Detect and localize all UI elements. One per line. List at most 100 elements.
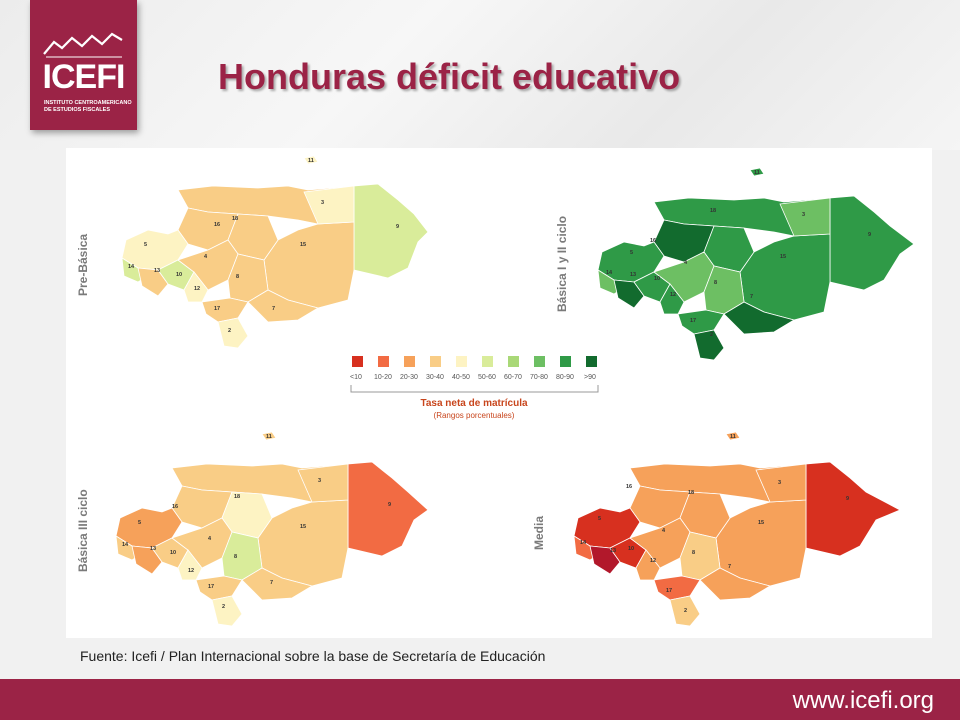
- svg-text:18: 18: [234, 494, 240, 500]
- svg-text:3: 3: [321, 200, 324, 206]
- legend-label: 10-20: [374, 374, 392, 381]
- map-label-media: Media: [532, 515, 546, 550]
- legend-title: Tasa neta de matrícula: [420, 398, 528, 409]
- svg-text:10: 10: [628, 546, 634, 552]
- svg-text:9: 9: [388, 502, 391, 508]
- source-note: Fuente: Icefi / Plan Internacional sobre…: [80, 648, 546, 664]
- svg-text:4: 4: [208, 536, 212, 542]
- legend-swatch: [560, 356, 571, 367]
- legend-swatch: [378, 356, 389, 367]
- legend-swatch: [352, 356, 363, 367]
- svg-text:16: 16: [650, 238, 656, 244]
- svg-text:2: 2: [222, 604, 225, 610]
- svg-text:8: 8: [714, 280, 717, 286]
- svg-text:12: 12: [670, 292, 676, 298]
- svg-text:5: 5: [598, 516, 601, 522]
- svg-text:11: 11: [266, 434, 272, 440]
- svg-text:13: 13: [610, 548, 616, 554]
- map-label-pre-basica: Pre-Básica: [76, 233, 90, 296]
- map-pre-basica: 3 9 15 16 18 5 14 13 10 4 12 8 7 17 2 11: [121, 155, 429, 349]
- legend-swatch: [404, 356, 415, 367]
- svg-text:14: 14: [128, 264, 135, 270]
- svg-text:4: 4: [662, 528, 666, 534]
- svg-text:5: 5: [144, 242, 147, 248]
- legend-label: 30-40: [426, 374, 444, 381]
- legend-label: <10: [350, 374, 362, 381]
- svg-text:13: 13: [154, 268, 160, 274]
- page-title: Honduras déficit educativo: [218, 56, 681, 97]
- region-3: [303, 185, 355, 225]
- svg-text:3: 3: [778, 480, 781, 486]
- legend-label: 60-70: [504, 374, 522, 381]
- svg-text:15: 15: [780, 254, 786, 260]
- region-17: [201, 297, 249, 323]
- legend-swatch: [508, 356, 519, 367]
- svg-text:9: 9: [396, 224, 399, 230]
- svg-text:13: 13: [150, 546, 156, 552]
- svg-text:7: 7: [272, 306, 275, 312]
- map-media: 3 9 15 16 18 5 14 13 10 4 12 8 7 17 2 11: [573, 431, 901, 627]
- region-11: [303, 155, 319, 165]
- legend-swatch: [534, 356, 545, 367]
- svg-text:8: 8: [692, 550, 695, 556]
- header-background: [0, 0, 960, 150]
- svg-text:17: 17: [214, 306, 220, 312]
- legend-swatch: [482, 356, 493, 367]
- svg-text:14: 14: [580, 540, 587, 546]
- legend-label: 50-60: [478, 374, 496, 381]
- region-7: [247, 289, 320, 323]
- svg-text:4: 4: [684, 260, 688, 266]
- svg-text:18: 18: [232, 216, 238, 222]
- legend-label: 40-50: [452, 374, 470, 381]
- svg-text:15: 15: [758, 520, 764, 526]
- footer-url[interactable]: www.icefi.org: [792, 687, 934, 714]
- logo-subtitle: INSTITUTO CENTROAMERICANO DE ESTUDIOS FI…: [44, 100, 132, 113]
- svg-text:11: 11: [730, 434, 736, 440]
- svg-text:9: 9: [846, 496, 849, 502]
- svg-text:16: 16: [626, 484, 632, 490]
- svg-text:2: 2: [228, 328, 231, 334]
- svg-text:13: 13: [630, 272, 636, 278]
- svg-text:7: 7: [728, 564, 731, 570]
- svg-text:2: 2: [710, 332, 713, 338]
- map-basica-iii: 3 9 15 16 18 5 14 13 10 4 12 8 7 17 2 11: [115, 431, 429, 627]
- svg-text:5: 5: [630, 250, 633, 256]
- svg-text:15: 15: [300, 524, 306, 530]
- svg-text:4: 4: [204, 254, 208, 260]
- svg-text:2: 2: [684, 608, 687, 614]
- map-label-basica-i-ii: Básica I y II ciclo: [555, 215, 569, 312]
- legend-label: 20-30: [400, 374, 418, 381]
- svg-text:17: 17: [666, 588, 672, 594]
- svg-text:12: 12: [194, 286, 200, 292]
- legend-label: 70-80: [530, 374, 548, 381]
- svg-text:15: 15: [300, 242, 306, 248]
- svg-text:14: 14: [122, 542, 129, 548]
- svg-text:17: 17: [690, 318, 696, 324]
- icefi-logo: ICEFI INSTITUTO CENTROAMERICANO DE ESTUD…: [30, 0, 137, 130]
- svg-text:11: 11: [754, 170, 760, 176]
- region-13: [137, 267, 169, 297]
- svg-text:8: 8: [234, 554, 237, 560]
- svg-text:10: 10: [176, 272, 182, 278]
- svg-text:8: 8: [236, 274, 239, 280]
- legend-label: >90: [584, 374, 596, 381]
- svg-text:10: 10: [170, 550, 176, 556]
- svg-text:18: 18: [688, 490, 694, 496]
- map-basica-i-ii: 3 9 15 16 18 5 14 13 10 4 12 8 7 17 2 11: [597, 167, 915, 361]
- svg-text:5: 5: [138, 520, 141, 526]
- region-12: [183, 271, 209, 303]
- legend-bracket: [350, 385, 599, 393]
- footer-bar: www.icefi.org: [0, 679, 960, 720]
- svg-text:17: 17: [208, 584, 214, 590]
- svg-text:12: 12: [188, 568, 194, 574]
- legend-swatch: [430, 356, 441, 367]
- legend-label: 80-90: [556, 374, 574, 381]
- legend-swatch: [456, 356, 467, 367]
- region-2: [217, 317, 249, 349]
- map-label-basica-iii: Básica III ciclo: [76, 489, 90, 572]
- legend-subtitle: (Rangos porcentuales): [433, 411, 515, 420]
- svg-text:16: 16: [214, 222, 220, 228]
- svg-text:3: 3: [802, 212, 805, 218]
- legend: <10 10-20 20-30 30-40 40-50 50-60 60-70 …: [344, 356, 604, 436]
- logo-brand: ICEFI: [42, 58, 126, 96]
